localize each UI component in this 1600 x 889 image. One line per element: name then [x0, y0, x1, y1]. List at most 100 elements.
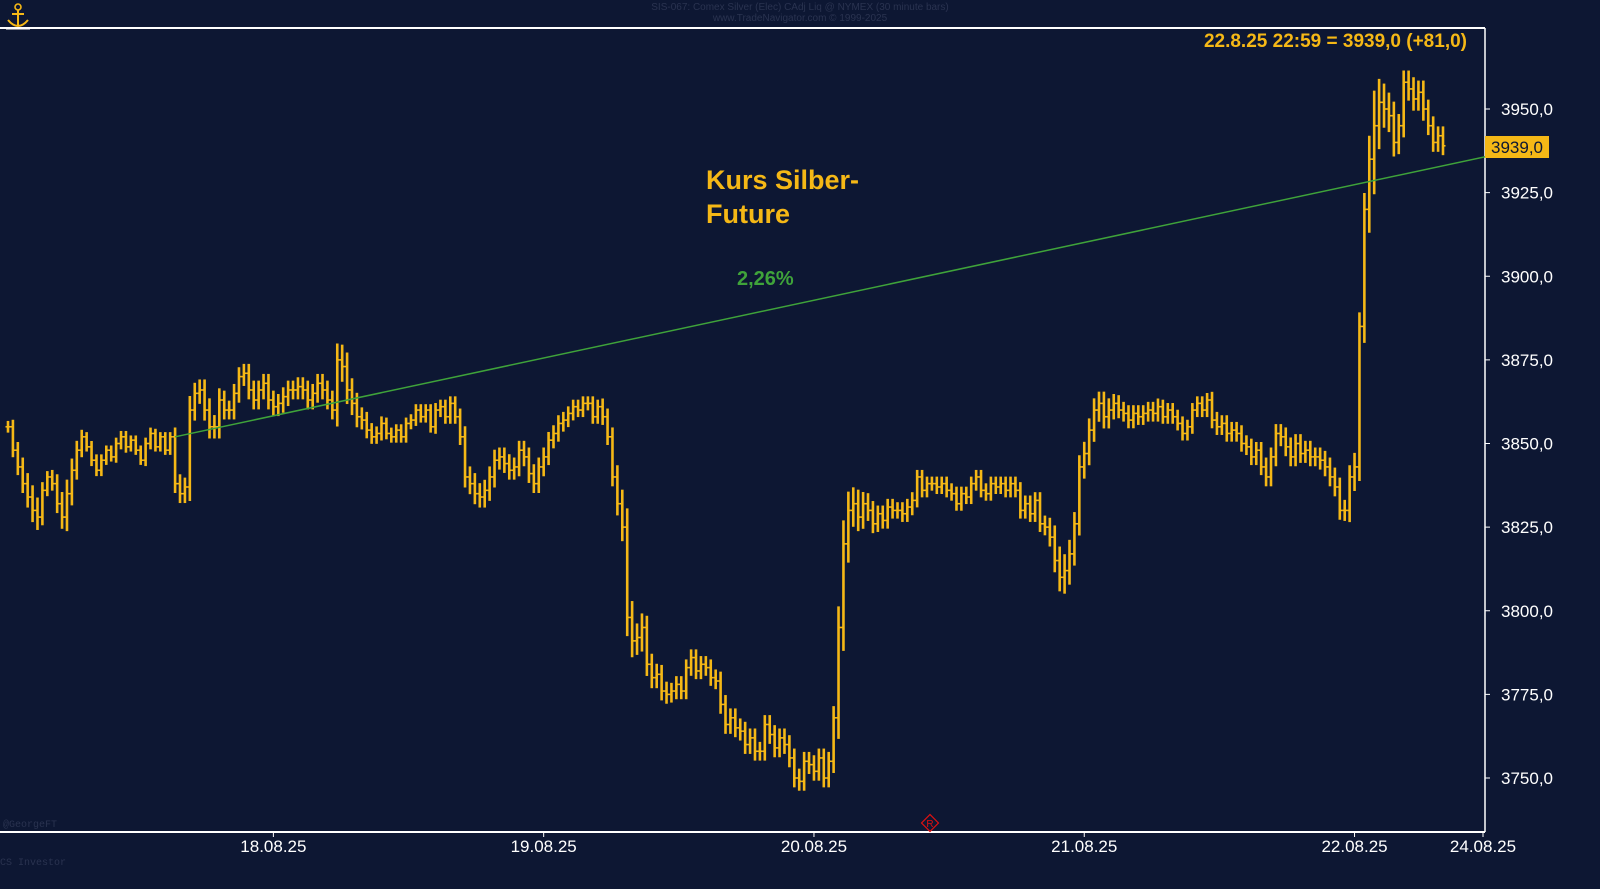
- ohlc-bar: [1352, 452, 1358, 491]
- ohlc-bar: [939, 476, 945, 495]
- y-tick-label: 3750,0: [1501, 769, 1553, 788]
- ohlc-bar: [570, 399, 576, 421]
- ohlc-bar: [1406, 70, 1412, 101]
- ohlc-bar: [555, 415, 561, 442]
- ohlc-bar: [261, 373, 267, 400]
- ohlc-bar: [777, 728, 783, 758]
- ohlc-bar: [1125, 405, 1131, 429]
- ohlc-bar: [20, 457, 26, 494]
- ohlc-bar: [344, 352, 350, 405]
- ohlc-bar: [1239, 425, 1245, 452]
- trend-percent-label: 2,26%: [737, 268, 794, 290]
- ohlc-bar: [1322, 450, 1328, 477]
- ohlc-bar: [727, 708, 733, 734]
- ohlc-bar: [447, 396, 453, 424]
- ohlc-bar: [98, 454, 104, 477]
- ohlc-bar: [1204, 392, 1210, 418]
- y-axis-ticks: 3750,0 3775,0 3800,0 3825,0 3850,0 3875,0 3900…: [1485, 100, 1553, 788]
- ohlc-bar: [737, 718, 743, 741]
- ohlc-bar: [1366, 135, 1372, 233]
- ohlc-bar: [1347, 465, 1353, 523]
- ohlc-bar: [550, 425, 556, 449]
- ohlc-bar: [1219, 415, 1225, 435]
- ohlc-bar: [1199, 396, 1205, 418]
- ohlc-bar: [924, 476, 930, 498]
- ohlc-bar: [624, 508, 630, 637]
- ohlc-bar: [678, 676, 684, 700]
- ohlc-bar: [1297, 434, 1303, 463]
- ohlc-bar: [133, 435, 139, 455]
- ohlc-bar: [1180, 416, 1186, 441]
- y-tick-label: 3875,0: [1501, 351, 1553, 370]
- chart-title-line2: Future: [706, 199, 790, 229]
- ohlc-bar: [762, 715, 768, 761]
- ohlc-bar: [1189, 403, 1195, 434]
- ohlc-bar: [285, 380, 291, 407]
- ohlc-bar: [1258, 441, 1264, 476]
- ohlc-bar: [1371, 90, 1377, 195]
- ohlc-bar: [221, 390, 227, 420]
- ohlc-bar: [211, 415, 217, 439]
- ohlc-bar: [1327, 457, 1333, 487]
- ohlc-bar: [791, 748, 797, 788]
- ohlc-bar: [845, 491, 851, 563]
- ohlc-bar: [1361, 192, 1367, 343]
- ohlc-bar: [1130, 405, 1136, 429]
- ohlc-bar: [909, 492, 915, 516]
- ohlc-bar: [1273, 424, 1279, 467]
- ohlc-bar: [315, 373, 321, 403]
- ohlc-bar: [1155, 398, 1161, 422]
- ohlc-bar: [1312, 447, 1318, 467]
- ohlc-bar: [496, 447, 502, 470]
- ohlc-bar: [885, 498, 891, 529]
- ohlc-bar: [1307, 440, 1313, 467]
- ohlc-bar: [1440, 126, 1446, 156]
- svg-text:R: R: [926, 819, 933, 830]
- y-tick-label: 3850,0: [1501, 435, 1553, 454]
- ohlc-bar: [1391, 101, 1397, 157]
- ohlc-bar: [54, 474, 60, 514]
- x-tick-label: 22.08.25: [1321, 837, 1387, 856]
- ohlc-bar: [236, 367, 242, 403]
- ohlc-bar: [703, 656, 709, 676]
- ohlc-bar: [1263, 457, 1269, 487]
- ohlc-bar: [1435, 126, 1441, 152]
- footer-brand: CS Investor: [0, 858, 67, 869]
- ohlc-bar: [531, 464, 537, 494]
- ohlc-bar: [403, 417, 409, 443]
- ohlc-bar: [1116, 395, 1122, 419]
- ohlc-bar: [1022, 495, 1028, 519]
- ohlc-bar: [123, 430, 129, 453]
- ohlc-bar: [796, 768, 802, 791]
- ohlc-bar: [1027, 495, 1033, 522]
- ohlc-bar: [1042, 515, 1048, 536]
- ohlc-bar: [1037, 492, 1043, 532]
- ohlc-bar: [182, 477, 188, 504]
- y-tick-label: 3900,0: [1501, 267, 1553, 286]
- x-axis-ticks: 18.08.25 19.08.25 20.08.25 21.08.25 22.08.25…: [240, 832, 1516, 856]
- ohlc-bar: [732, 708, 738, 738]
- ohlc-bar: [850, 487, 856, 527]
- ohlc-bar: [998, 476, 1004, 495]
- x-tick-label: 24.08.25: [1450, 837, 1516, 856]
- ohlc-bar: [1356, 312, 1362, 481]
- ohlc-bar: [482, 479, 488, 508]
- last-price-label: 3939,0: [1491, 138, 1543, 157]
- ohlc-bar: [177, 474, 183, 504]
- ohlc-bar: [988, 476, 994, 501]
- ohlc-bar: [25, 473, 31, 508]
- ohlc-bar: [30, 485, 36, 523]
- ohlc-bar: [39, 482, 45, 526]
- ohlc-bar: [437, 399, 443, 418]
- ohlc-bar: [890, 498, 896, 519]
- ohlc-bar: [1430, 116, 1436, 152]
- y-tick-label: 3950,0: [1501, 100, 1553, 119]
- ohlc-bar: [1224, 415, 1230, 442]
- ohlc-bar: [526, 447, 532, 483]
- ohlc-bar: [64, 479, 70, 532]
- ohlc-bar: [546, 431, 552, 466]
- ohlc-bar: [840, 520, 846, 651]
- ohlc-bar: [1317, 447, 1323, 470]
- ohlc-bar: [398, 424, 404, 443]
- ohlc-bar: [718, 671, 724, 714]
